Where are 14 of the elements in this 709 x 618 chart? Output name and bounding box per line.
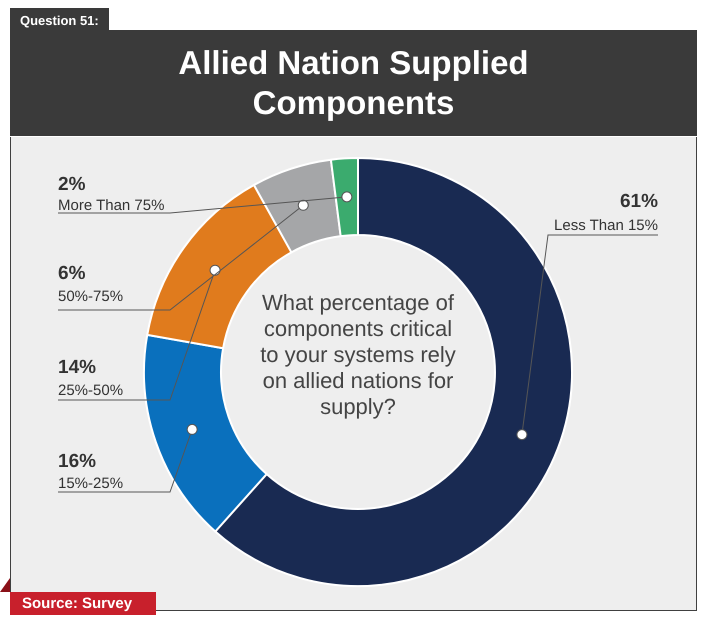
data-label: 6%	[58, 263, 86, 284]
slice-label: Less Than 15%	[554, 217, 658, 234]
data-label: 2%	[58, 174, 86, 195]
data-label: 61%	[620, 191, 658, 212]
data-label: 16%	[58, 451, 96, 472]
chart-title: Allied Nation Supplied Components	[177, 43, 530, 123]
source-note: Source: Survey	[10, 592, 156, 615]
text: What percentage of components critical to your systems rely on allied nations for supply?	[259, 290, 457, 420]
slice-label: 15%-25%	[58, 475, 124, 492]
slice-label: More Than 75%	[58, 197, 164, 214]
data-label: 14%	[58, 357, 96, 378]
text: Question 51:	[10, 8, 109, 32]
slice-label: 25%-50%	[58, 382, 124, 399]
slice-label: 50%-75%	[58, 288, 124, 305]
